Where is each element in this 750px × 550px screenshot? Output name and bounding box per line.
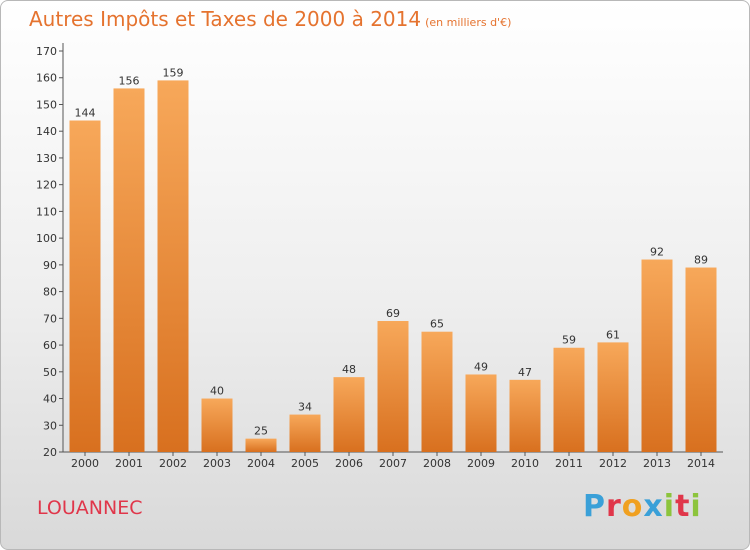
- bar-value-label: 25: [254, 425, 268, 438]
- bar-2013: [641, 259, 673, 452]
- chart-subtitle: (en milliers d'€): [425, 16, 512, 29]
- chart-title: Autres Impôts et Taxes de 2000 à 2014 (en…: [29, 7, 511, 31]
- bar-value-label: 89: [694, 254, 708, 267]
- x-tick-label: 2006: [335, 457, 363, 470]
- bar-value-label: 65: [430, 318, 444, 331]
- y-tick-label: 40: [43, 393, 57, 406]
- y-tick-label: 70: [43, 312, 57, 325]
- y-tick-label: 140: [36, 125, 57, 138]
- logo-letter: t: [675, 489, 691, 524]
- bar-2006: [333, 377, 365, 452]
- chart-title-text: Autres Impôts et Taxes de 2000 à 2014: [29, 7, 422, 31]
- y-tick-label: 100: [36, 232, 57, 245]
- bar-value-label: 159: [163, 66, 184, 79]
- x-tick-label: 2012: [599, 457, 627, 470]
- bar-2011: [553, 347, 585, 452]
- x-tick-label: 2013: [643, 457, 671, 470]
- bar-2005: [289, 414, 321, 452]
- bar-2004: [245, 438, 277, 452]
- bar-value-label: 34: [298, 401, 312, 414]
- y-tick-label: 160: [36, 72, 57, 85]
- bar-2014: [685, 267, 717, 452]
- x-tick-label: 2009: [467, 457, 495, 470]
- bar-value-label: 49: [474, 360, 488, 373]
- x-tick-label: 2001: [115, 457, 143, 470]
- bar-value-label: 92: [650, 246, 664, 259]
- bar-2007: [377, 321, 409, 452]
- y-tick-label: 60: [43, 339, 57, 352]
- x-tick-label: 2010: [511, 457, 539, 470]
- bar-value-label: 59: [562, 334, 576, 347]
- bar-value-label: 40: [210, 385, 224, 398]
- bar-2001: [113, 88, 145, 452]
- bar-2002: [157, 80, 189, 452]
- bar-value-label: 156: [119, 74, 140, 87]
- logo-letter: o: [621, 489, 644, 524]
- y-tick-label: 30: [43, 419, 57, 432]
- logo-letter: i: [663, 489, 676, 524]
- town-name: LOUANNEC: [37, 497, 143, 519]
- y-tick-label: 80: [43, 286, 57, 299]
- logo-letter: i: [690, 489, 702, 524]
- bar-value-label: 69: [386, 307, 400, 320]
- bar-2008: [421, 331, 453, 452]
- x-tick-label: 2008: [423, 457, 451, 470]
- bar-2003: [201, 398, 233, 452]
- y-tick-label: 110: [36, 205, 57, 218]
- y-tick-label: 120: [36, 179, 57, 192]
- x-tick-label: 2003: [203, 457, 231, 470]
- x-tick-label: 2005: [291, 457, 319, 470]
- logo-letter: P: [583, 489, 606, 524]
- x-tick-label: 2002: [159, 457, 187, 470]
- bar-2012: [597, 342, 629, 452]
- bar-value-label: 47: [518, 366, 532, 379]
- x-tick-label: 2014: [687, 457, 715, 470]
- x-tick-label: 2007: [379, 457, 407, 470]
- x-tick-label: 2000: [71, 457, 99, 470]
- bar-2010: [509, 379, 541, 452]
- y-tick-label: 90: [43, 259, 57, 272]
- proxiti-logo: Proxiti: [583, 489, 702, 524]
- bar-value-label: 144: [75, 107, 96, 120]
- y-tick-label: 50: [43, 366, 57, 379]
- logo-letter: x: [643, 489, 664, 524]
- x-tick-label: 2004: [247, 457, 275, 470]
- y-tick-label: 150: [36, 98, 57, 111]
- logo-letter: r: [606, 489, 622, 524]
- y-tick-label: 130: [36, 152, 57, 165]
- bar-value-label: 48: [342, 363, 356, 376]
- bar-value-label: 61: [606, 328, 620, 341]
- y-tick-label: 20: [43, 446, 57, 459]
- y-tick-label: 170: [36, 45, 57, 58]
- x-tick-label: 2011: [555, 457, 583, 470]
- bar-2009: [465, 374, 497, 452]
- bar-2000: [69, 120, 101, 453]
